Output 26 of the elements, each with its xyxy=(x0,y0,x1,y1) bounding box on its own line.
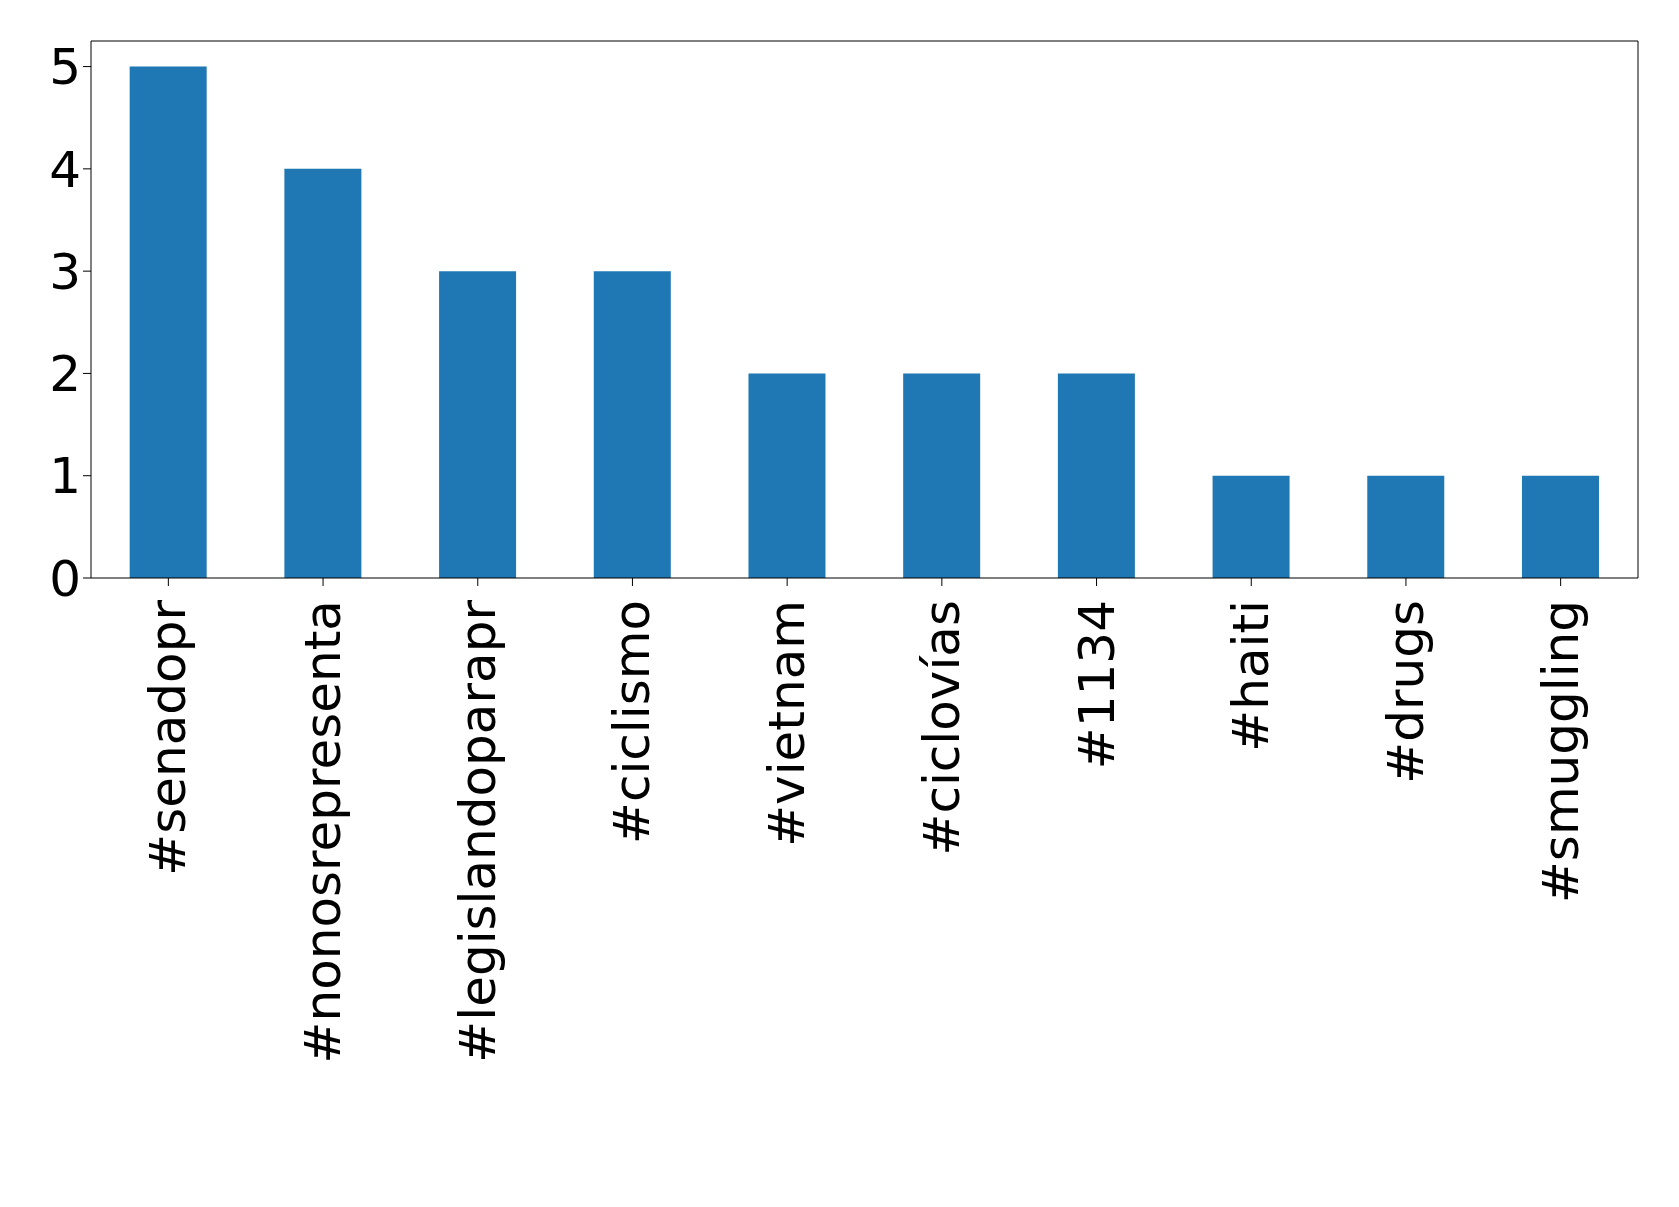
bar xyxy=(1212,475,1290,578)
bar xyxy=(903,373,981,578)
y-tick-label: 2 xyxy=(49,345,81,404)
x-tick-label: #1134 xyxy=(1067,600,1126,770)
bar xyxy=(1057,373,1135,578)
bar xyxy=(439,271,517,578)
bar xyxy=(284,168,362,578)
x-tick-label: #drugs xyxy=(1376,600,1435,784)
bar xyxy=(1521,475,1599,578)
y-tick-label: 5 xyxy=(49,38,81,97)
bar xyxy=(1367,475,1445,578)
x-tick-label: #legislandoparapr xyxy=(448,599,507,1063)
bar xyxy=(748,373,826,578)
bar xyxy=(593,271,671,578)
y-tick-label: 4 xyxy=(49,140,81,199)
x-tick-label: #haiti xyxy=(1222,600,1281,752)
y-tick-label: 3 xyxy=(49,242,81,301)
x-tick-label: #vietnam xyxy=(758,600,817,847)
x-tick-label: #senadopr xyxy=(139,599,198,876)
x-tick-label: #ciclovías xyxy=(912,600,971,856)
bar xyxy=(129,66,207,578)
y-tick-label: 0 xyxy=(49,549,81,608)
y-tick-label: 1 xyxy=(49,447,81,506)
x-tick-label: #smuggling xyxy=(1531,600,1590,904)
x-tick-label: #ciclismo xyxy=(603,600,662,844)
x-tick-label: #nonosrepresenta xyxy=(294,600,353,1064)
